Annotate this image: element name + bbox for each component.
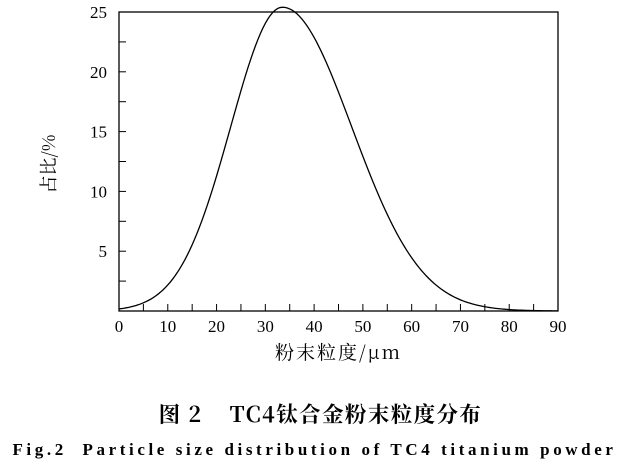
svg-text:50: 50 xyxy=(354,317,371,336)
svg-text:5: 5 xyxy=(99,242,108,261)
svg-text:80: 80 xyxy=(501,317,518,336)
svg-text:40: 40 xyxy=(306,317,323,336)
svg-text:20: 20 xyxy=(208,317,225,336)
svg-text:15: 15 xyxy=(90,123,107,142)
svg-text:30: 30 xyxy=(257,317,274,336)
svg-text:10: 10 xyxy=(90,182,107,201)
svg-text:60: 60 xyxy=(403,317,420,336)
svg-text:70: 70 xyxy=(452,317,469,336)
svg-text:90: 90 xyxy=(550,317,567,336)
svg-text:0: 0 xyxy=(115,317,124,336)
svg-text:25: 25 xyxy=(90,3,107,22)
svg-text:10: 10 xyxy=(159,317,176,336)
svg-text:20: 20 xyxy=(90,63,107,82)
